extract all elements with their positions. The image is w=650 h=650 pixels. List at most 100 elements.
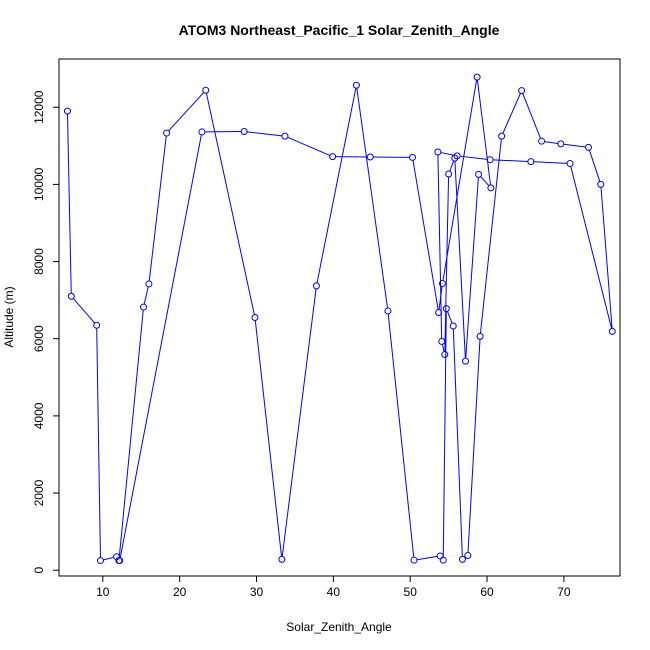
data-point (312, 282, 320, 290)
series-line-segment (168, 92, 205, 132)
data-point (608, 327, 616, 335)
data-point (198, 128, 206, 136)
series-line-segment (441, 344, 445, 352)
data-point (434, 148, 442, 156)
y-tick-label: 4000 (32, 402, 46, 429)
series-line-segment (533, 161, 568, 164)
data-point (251, 314, 259, 321)
series-line-segment (440, 152, 455, 156)
series-line-segment (460, 155, 488, 160)
series-line-segment (476, 80, 492, 185)
x-tick-label: 60 (480, 585, 494, 599)
series-line-segment (96, 328, 101, 558)
series-line-segment (67, 114, 72, 294)
data-point (476, 332, 484, 340)
data-point (527, 158, 535, 166)
series-line-segment (544, 141, 558, 144)
series-line-segment (247, 131, 283, 137)
data-point (140, 303, 148, 311)
data-point (409, 153, 417, 161)
data-point (240, 128, 248, 136)
data-point (458, 555, 466, 563)
series-line-segment (437, 154, 443, 339)
series-line-segment (412, 160, 439, 310)
data-point (486, 156, 494, 164)
data-point (441, 351, 449, 359)
x-axis-label: Solar_Zenith_Angle (286, 620, 392, 634)
data-point (597, 180, 605, 188)
series-line-segment (493, 159, 528, 162)
chart-title: ATOM3 Northeast_Pacific_1 Solar_Zenith_A… (179, 22, 500, 38)
data-point (63, 107, 71, 115)
series-line-segment (387, 313, 415, 558)
data-point (566, 160, 574, 168)
series-line-segment (143, 286, 149, 305)
series-line-segment (103, 556, 114, 561)
x-tick-label: 20 (173, 585, 187, 599)
data-point (538, 137, 546, 145)
data-point (163, 129, 171, 137)
data-point (329, 153, 337, 161)
plot-frame (58, 58, 621, 577)
data-point (584, 143, 592, 151)
data-point (462, 357, 470, 365)
series-line-segment (438, 286, 443, 310)
data-point (202, 86, 210, 94)
data-point (436, 552, 444, 560)
series-line-segment (502, 93, 521, 134)
data-point (453, 152, 461, 160)
data-point (487, 184, 495, 192)
x-tick-label: 50 (404, 585, 418, 599)
data-point (438, 280, 446, 288)
data-point (439, 556, 447, 564)
data-point (445, 170, 453, 178)
series-line-segment (442, 311, 447, 558)
series-line-segment (205, 93, 255, 315)
data-point (464, 552, 472, 560)
series-line-segment (118, 310, 144, 558)
data-point (116, 557, 124, 565)
data-point (145, 280, 153, 288)
data-point (475, 170, 483, 178)
series-line-segment (454, 161, 466, 359)
y-tick-label: 8000 (32, 248, 46, 275)
series-line-segment (600, 187, 613, 329)
data-point (557, 140, 565, 148)
x-axis: 10 20 30 40 50 60 70 (96, 576, 571, 599)
data-point (473, 73, 481, 81)
series-line-segment (570, 166, 613, 329)
series-group (63, 73, 616, 565)
series-line-segment (254, 320, 283, 557)
y-tick-label: 0 (32, 567, 46, 574)
series-line-segment (467, 339, 481, 553)
y-tick-label: 2000 (32, 479, 46, 506)
y-axis-label: Altitude (m) (2, 286, 16, 347)
y-tick-label: 10000 (32, 167, 46, 201)
data-point (93, 321, 101, 329)
x-tick-label: 30 (250, 585, 264, 599)
data-point (451, 154, 459, 162)
series-line-segment (479, 139, 502, 334)
data-point (366, 153, 374, 161)
data-point (435, 308, 443, 316)
y-tick-label: 12000 (32, 90, 46, 124)
series-line-segment (449, 160, 455, 172)
data-point (281, 132, 289, 140)
series-line-segment (452, 328, 463, 557)
data-point (67, 292, 75, 300)
x-tick-label: 40 (327, 585, 341, 599)
series-line-segment (356, 88, 388, 309)
data-point (442, 305, 450, 313)
data-point (352, 81, 360, 89)
series-line-segment (522, 93, 541, 139)
series-line-segment (480, 176, 490, 186)
y-tick-label: 6000 (32, 325, 46, 352)
data-point (384, 307, 392, 315)
series-line-segment (446, 311, 453, 324)
series-line-segment (442, 80, 478, 281)
x-tick-label: 10 (96, 585, 110, 599)
series-line-segment (316, 88, 357, 284)
data-point (498, 132, 506, 140)
series-line-segment (588, 150, 601, 182)
